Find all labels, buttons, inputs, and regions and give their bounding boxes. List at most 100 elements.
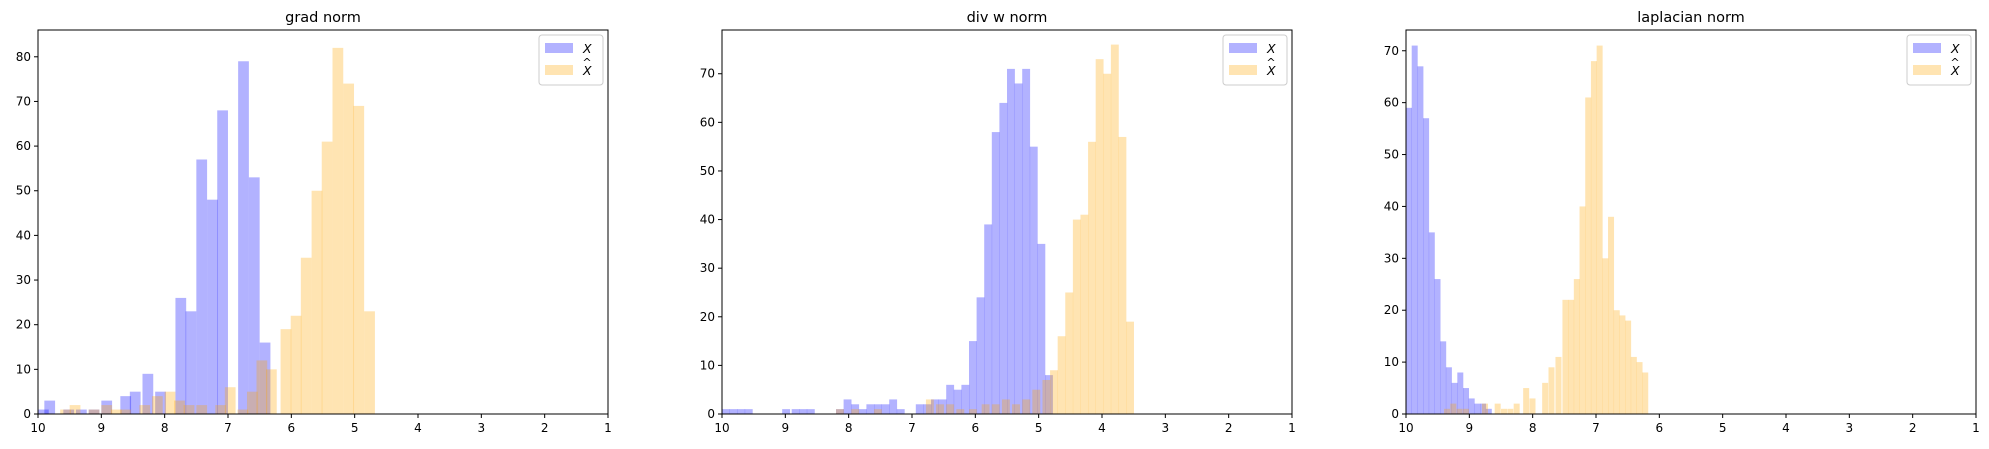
histogram-bar-xhat	[836, 409, 844, 414]
histogram-bar-xhat	[1507, 408, 1514, 414]
histogram-bar-xhat	[215, 405, 227, 414]
histogram-bar-xhat	[1613, 310, 1620, 414]
x-tick-label: 5	[351, 421, 359, 435]
legend: XX^	[1222, 34, 1288, 86]
histogram-bar-xhat	[311, 190, 323, 414]
histogram-bar-xhat	[1032, 389, 1041, 414]
histogram-bar-x	[737, 409, 746, 414]
histogram-bar-x	[938, 399, 947, 414]
legend-label-xhat: X	[582, 63, 592, 78]
x-tick-label: 1	[604, 421, 612, 435]
axes-frame	[37, 29, 609, 415]
histogram-bar-xhat	[1642, 372, 1649, 414]
histogram-bar-x	[238, 61, 249, 414]
histogram-bar-x	[858, 409, 867, 414]
legend-swatch-xhat	[545, 65, 573, 75]
histogram-bar-xhat	[343, 83, 355, 414]
histogram-bar-xhat	[1608, 216, 1615, 414]
histogram-bar-xhat	[1585, 97, 1592, 414]
histogram-bar-x	[843, 399, 852, 414]
y-tick-label: 40	[1384, 199, 1399, 213]
legend-swatch-x	[1229, 43, 1257, 53]
legend: XX^	[1906, 34, 1972, 86]
legend-label-x: X	[1950, 41, 1960, 56]
x-tick-label: 5	[1035, 421, 1043, 435]
x-tick-label: 1	[1288, 421, 1296, 435]
histogram-bar-xhat	[1523, 388, 1530, 414]
x-tick-label: 10	[1398, 421, 1413, 435]
chart-title: laplacian norm	[1637, 10, 1745, 26]
x-tick-label: 2	[1909, 421, 1917, 435]
histogram-bar-x	[1428, 232, 1435, 414]
histogram-bar-xhat	[1095, 59, 1104, 414]
histogram-bar-x	[836, 409, 844, 414]
histogram-bar-x	[874, 404, 882, 414]
histogram-bar-x	[851, 404, 860, 414]
histogram-bar-xhat	[237, 409, 249, 414]
histogram-bar-x	[1423, 118, 1430, 414]
histogram-bar-x	[155, 391, 166, 414]
histogram-bar-xhat	[1619, 315, 1626, 414]
y-tick-label: 20	[16, 318, 31, 332]
legend-label-x: X	[582, 41, 592, 56]
histogram-bar-x	[1022, 68, 1031, 414]
histogram-bar-xhat	[1630, 356, 1637, 414]
x-tick-label: 4	[1098, 421, 1106, 435]
x-tick-label: 1	[1972, 421, 1980, 435]
x-tick-label: 9	[1466, 421, 1474, 435]
histogram-bar-xhat	[364, 311, 375, 414]
histogram-bar-x	[1411, 45, 1418, 414]
histogram-bar-x	[722, 409, 730, 414]
histogram-bar-x	[259, 342, 271, 414]
histogram-bar-xhat	[1456, 408, 1463, 414]
histogram-bar-x	[991, 132, 1000, 414]
histogram-bar-xhat	[300, 257, 312, 414]
histogram-bar-x	[915, 404, 924, 414]
x-tick-label: 3	[1846, 421, 1854, 435]
histogram-bar-xhat	[1562, 299, 1569, 414]
x-tick-label: 7	[908, 421, 916, 435]
histogram-bar-x	[961, 384, 970, 414]
histogram-bar-x	[931, 399, 939, 414]
legend-swatch-x	[1913, 43, 1941, 53]
x-tick-label: 7	[1592, 421, 1600, 435]
histogram-bar-xhat	[969, 409, 977, 414]
histogram-bar-xhat	[1022, 399, 1031, 414]
histogram-bar-xhat	[1118, 136, 1127, 414]
histogram-bar-xhat	[1482, 403, 1488, 414]
legend: XX^	[538, 34, 604, 86]
x-tick-label: 5	[1719, 421, 1727, 435]
histogram-bar-xhat	[1088, 141, 1096, 414]
histogram-bar-xhat	[1444, 408, 1450, 414]
histogram-bar-xhat	[1636, 362, 1643, 414]
histogram-bar-xhat	[101, 405, 113, 414]
histogram-bar-x	[1434, 279, 1441, 414]
histogram-bar-xhat	[1494, 403, 1501, 414]
histogram-bar-xhat	[353, 105, 365, 414]
y-tick-label: 70	[1384, 44, 1399, 58]
histogram-bar-x	[120, 396, 132, 414]
histogram-bar-x	[984, 224, 993, 414]
histogram-bar-xhat	[256, 360, 268, 414]
histogram-bar-xhat	[247, 391, 258, 414]
histogram-bar-x	[896, 409, 905, 414]
histogram-bar-xhat	[1080, 214, 1089, 414]
legend-hat-accent: ^	[582, 56, 591, 69]
histogram-bar-x	[782, 409, 791, 414]
histogram-bar-xhat	[290, 315, 302, 414]
histogram-bar-xhat	[946, 404, 955, 414]
histogram-bar-xhat	[280, 329, 292, 414]
histogram-bar-x	[799, 409, 808, 414]
histogram-bar-xhat	[1625, 320, 1632, 414]
histogram-bar-x	[1457, 372, 1464, 414]
x-tick-label: 2	[1225, 421, 1233, 435]
legend-label-xhat: X	[1950, 63, 1960, 78]
bars-group	[38, 47, 375, 414]
histogram-bar-xhat	[1126, 321, 1134, 414]
histogram-bar-x	[1440, 341, 1447, 414]
y-tick-label: 10	[700, 358, 715, 372]
histogram-bar-xhat	[925, 399, 934, 414]
histogram-bar-x	[1485, 408, 1492, 414]
